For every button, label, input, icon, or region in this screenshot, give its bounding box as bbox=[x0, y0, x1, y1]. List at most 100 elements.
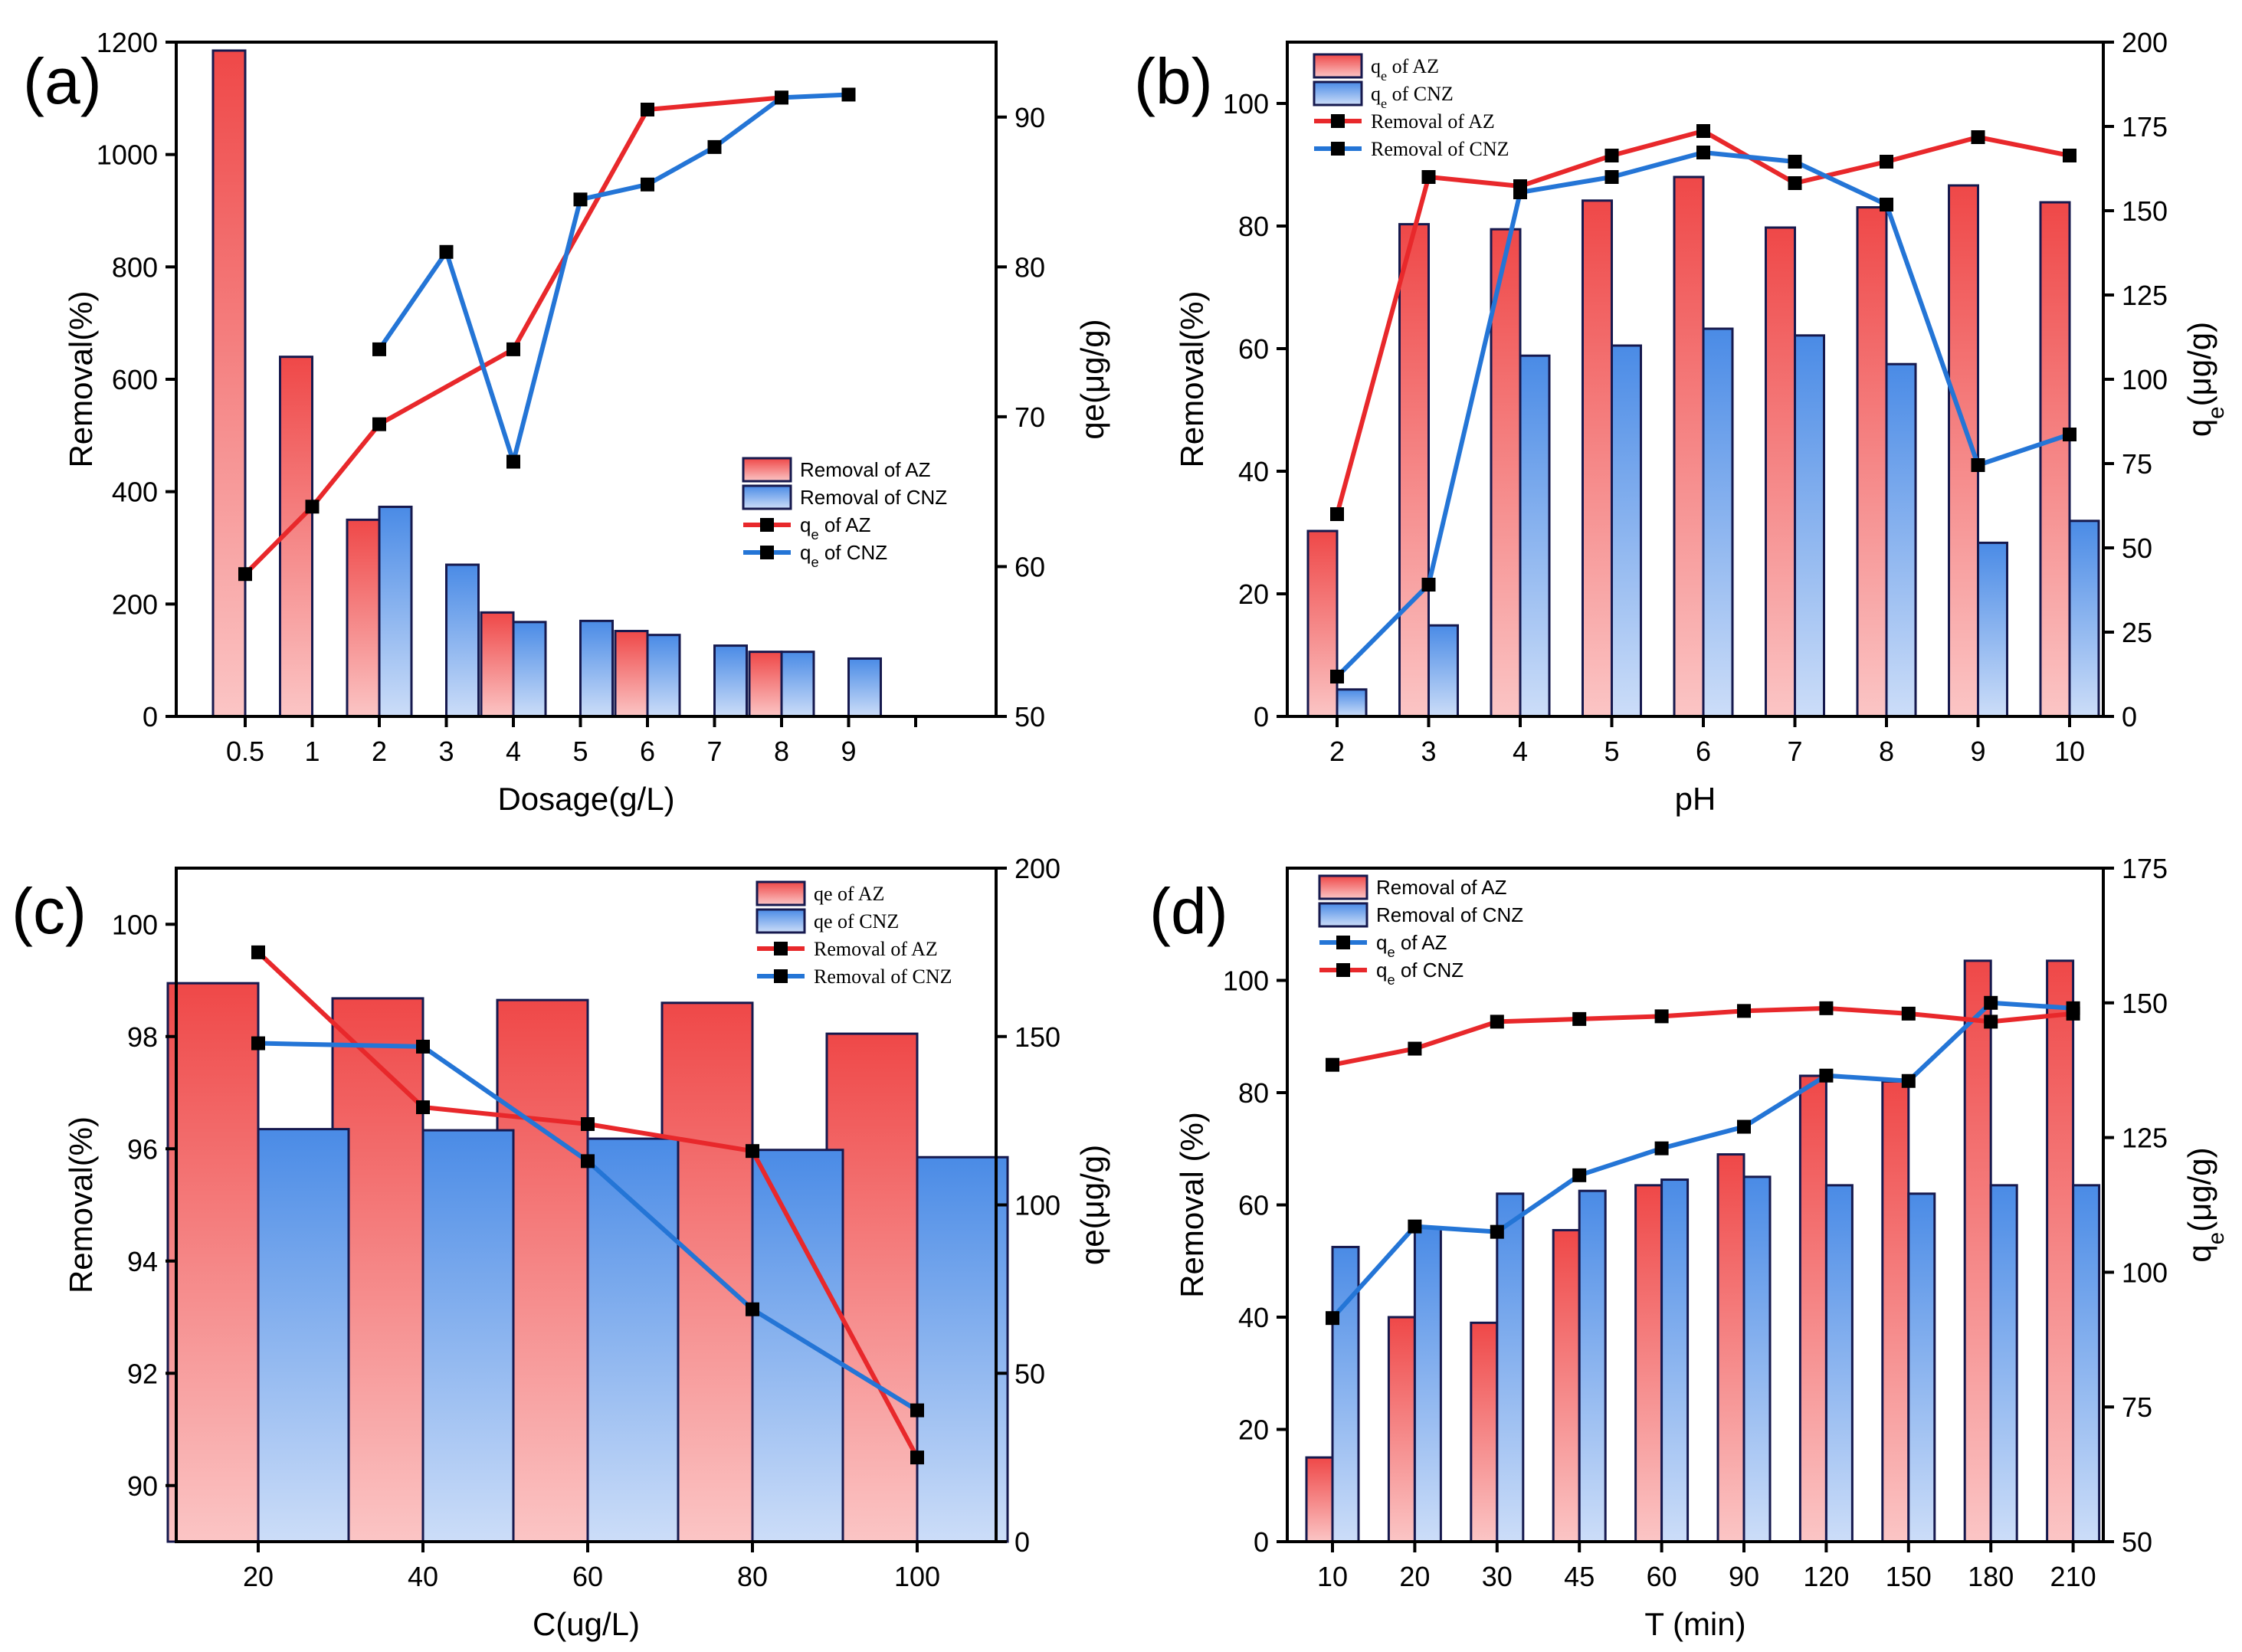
data-point bbox=[1604, 170, 1619, 184]
bar-az bbox=[1398, 223, 1430, 718]
data-point bbox=[1326, 1057, 1339, 1072]
legend-swatch bbox=[1313, 53, 1363, 79]
x-tick-label: 1 bbox=[304, 736, 320, 767]
panel-c: (c) 90 92 94 96 98 100 0 50 100 150 200 20 40 60 80 100 C… bbox=[11, 853, 1110, 1642]
data-point bbox=[1788, 176, 1802, 190]
x-tick-label: 210 bbox=[2050, 1561, 2096, 1592]
legend-label: Removal of CNZ bbox=[1376, 903, 1523, 926]
y2-axis-label: qe(μg/g) bbox=[2181, 1147, 2229, 1262]
bar-az bbox=[480, 611, 515, 718]
x-tick-label: 2 bbox=[1329, 736, 1345, 767]
x-tick-label: 45 bbox=[1564, 1561, 1595, 1592]
data-point bbox=[1604, 149, 1619, 162]
legend-label: Removal of CNZ bbox=[800, 486, 947, 509]
legend-label: Removal of CNZ bbox=[814, 965, 952, 988]
x-tick-label: 60 bbox=[1647, 1561, 1677, 1592]
x-tick-label: 6 bbox=[640, 736, 655, 767]
y-tick-label: 1000 bbox=[97, 139, 158, 171]
bar-az bbox=[1798, 1074, 1827, 1543]
data-point bbox=[1737, 1004, 1751, 1018]
bar-az bbox=[1387, 1316, 1416, 1543]
y2-tick-label: 175 bbox=[2122, 111, 2168, 143]
y2-tick-label: 75 bbox=[2122, 1391, 2152, 1423]
legend-label: qe of AZ bbox=[1376, 931, 1447, 960]
y2-tick-label: 50 bbox=[2122, 533, 2152, 564]
data-point bbox=[1788, 155, 1802, 169]
legend-label: qe of AZ bbox=[1371, 55, 1439, 84]
x-tick-label: 60 bbox=[572, 1561, 603, 1592]
y-tick-label: 100 bbox=[1223, 965, 1269, 997]
y-tick-label: 800 bbox=[112, 251, 158, 283]
x-tick-label: 30 bbox=[1482, 1561, 1513, 1592]
bar-cnz bbox=[421, 1129, 515, 1543]
data-point bbox=[2063, 428, 2076, 441]
legend-swatch bbox=[756, 908, 806, 934]
x-axis-label: Dosage(g/L) bbox=[497, 781, 674, 817]
y-tick-label: 0 bbox=[1254, 701, 1269, 733]
bar-cnz bbox=[378, 505, 413, 718]
bar-cnz bbox=[1336, 688, 1368, 718]
bar-cnz bbox=[1794, 334, 1825, 718]
data-point bbox=[1408, 1041, 1422, 1056]
bar-az bbox=[1716, 1153, 1745, 1543]
bar-az bbox=[1765, 226, 1796, 718]
x-tick-label: 3 bbox=[1421, 736, 1436, 767]
y2-axis-label: qe(μg/g) bbox=[1074, 319, 1110, 439]
bar-az bbox=[2046, 959, 2075, 1543]
legend-swatch bbox=[1318, 902, 1368, 928]
bar-cnz bbox=[512, 621, 547, 718]
bar-az bbox=[1673, 175, 1705, 718]
data-point bbox=[1880, 155, 1893, 169]
series-line bbox=[377, 92, 849, 464]
bar-az bbox=[1582, 199, 1613, 718]
x-tick-label: 7 bbox=[1787, 736, 1802, 767]
x-tick-label: 4 bbox=[506, 736, 521, 767]
y2-tick-label: 100 bbox=[2122, 1257, 2168, 1288]
y2-tick-label: 200 bbox=[2122, 27, 2168, 58]
y2-tick-label: 150 bbox=[2122, 195, 2168, 227]
x-tick-label: 6 bbox=[1696, 736, 1711, 767]
x-tick-label: 0.5 bbox=[226, 736, 264, 767]
data-point bbox=[2066, 1006, 2080, 1021]
y2-tick-label: 150 bbox=[2122, 988, 2168, 1019]
legend-label: Removal of AZ bbox=[1371, 110, 1495, 133]
data-point bbox=[238, 567, 252, 582]
x-axis-label: C(ug/L) bbox=[533, 1606, 640, 1642]
bar-cnz bbox=[1885, 362, 1917, 718]
legend-swatch bbox=[756, 880, 806, 906]
y-tick-label: 40 bbox=[1238, 1302, 1269, 1333]
data-point bbox=[1901, 1073, 1916, 1088]
bar-cnz bbox=[1611, 344, 1642, 718]
y2-tick-label: 125 bbox=[2122, 1123, 2168, 1154]
y2-tick-label: 80 bbox=[1014, 251, 1045, 283]
data-point bbox=[251, 945, 265, 959]
x-tick-label: 4 bbox=[1513, 736, 1528, 767]
x-tick-label: 120 bbox=[1803, 1561, 1849, 1592]
data-point bbox=[1326, 1311, 1339, 1326]
x-tick-label: 20 bbox=[243, 1561, 274, 1592]
data-point bbox=[1984, 995, 1998, 1010]
data-point bbox=[1654, 1141, 1669, 1155]
y-tick-label: 1200 bbox=[97, 27, 158, 58]
data-point bbox=[1490, 1014, 1504, 1029]
data-point bbox=[1408, 1219, 1422, 1234]
legend-label: qe of CNZ bbox=[800, 541, 887, 570]
y2-tick-label: 90 bbox=[1014, 102, 1045, 133]
legend-marker bbox=[1336, 963, 1350, 977]
bar-az bbox=[748, 651, 783, 718]
bar-cnz bbox=[1702, 327, 1734, 718]
data-point bbox=[372, 417, 386, 431]
bar-az bbox=[346, 518, 381, 718]
legend-marker bbox=[1331, 142, 1345, 156]
y-axis-label: Removal(%) bbox=[63, 1116, 99, 1293]
y-axis-label: Removal(%) bbox=[1174, 290, 1210, 467]
x-tick-label: 8 bbox=[774, 736, 789, 767]
y-tick-label: 600 bbox=[112, 364, 158, 395]
bar-az bbox=[2039, 201, 2071, 718]
bar-cnz bbox=[257, 1128, 350, 1543]
x-tick-label: 80 bbox=[737, 1561, 768, 1592]
data-point bbox=[1330, 507, 1344, 521]
x-tick-label: 5 bbox=[1604, 736, 1619, 767]
bar-cnz bbox=[1578, 1189, 1607, 1543]
